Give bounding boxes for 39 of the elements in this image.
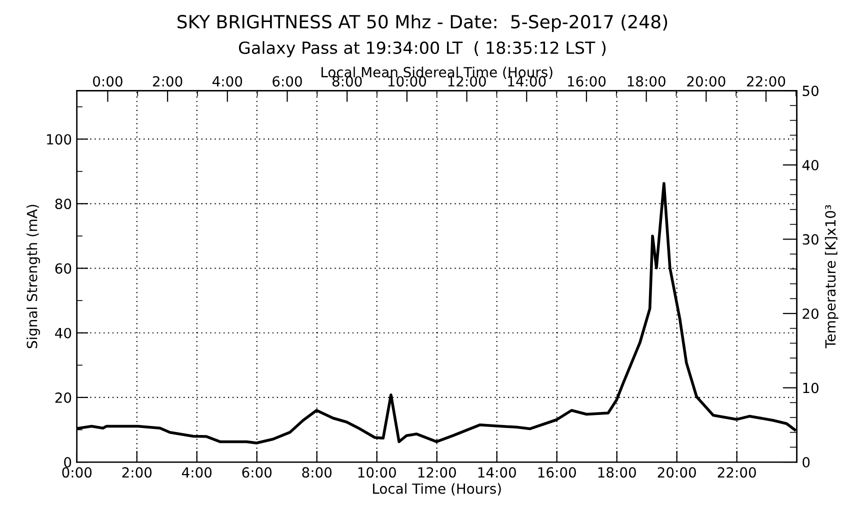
x2-tick-label: 6:00	[272, 76, 302, 87]
x-tick-label: 10:00	[358, 467, 396, 478]
x2-tick-label: 16:00	[568, 76, 606, 87]
x-tick-label: 6:00	[242, 467, 272, 478]
y-tick-label: 40	[55, 328, 72, 338]
x2-tick-label: 0:00	[93, 76, 122, 87]
y-tick-label: 60	[55, 263, 72, 274]
x-tick-label: 20:00	[658, 467, 696, 478]
y-tick-label: 0	[64, 457, 72, 468]
x-tick-label: 22:00	[718, 467, 756, 478]
x2-tick-label: 12:00	[448, 76, 486, 87]
x2-tick-label: 2:00	[152, 76, 182, 87]
y-tick-label: 20	[55, 392, 72, 403]
x2-tick-label: 18:00	[628, 76, 666, 87]
y-tick-label: 100	[47, 134, 72, 145]
y2-axis-title: Temperature [K]x10³	[824, 205, 838, 348]
y-axis-title: Signal Strength (mA)	[26, 204, 40, 348]
x-tick-label: 2:00	[122, 467, 152, 478]
x-tick-label: 12:00	[418, 467, 456, 478]
y2-tick-label: 10	[803, 382, 818, 394]
x2-tick-label: 4:00	[212, 76, 242, 87]
y2-tick-label: 20	[802, 308, 818, 319]
y-tick-label: 80	[55, 198, 72, 210]
x-tick-label: 14:00	[478, 467, 516, 478]
x-tick-label: 0:00	[62, 467, 92, 478]
y2-tick-label: 50	[802, 86, 818, 96]
y2-tick-label: 40	[802, 160, 818, 170]
x-tick-label: 16:00	[538, 467, 576, 478]
x2-tick-label: 20:00	[687, 76, 726, 87]
x-tick-label: 8:00	[302, 467, 332, 478]
x2-tick-label: 10:00	[388, 76, 426, 87]
y2-tick-label: 30	[802, 234, 818, 245]
chart-subtitle: Galaxy Pass at 19:34:00 LT ( 18:35:12 LST )	[238, 41, 606, 58]
y2-tick-label: 0	[802, 457, 810, 468]
x2-tick-label: 22:00	[747, 76, 786, 87]
x-tick-label: 4:00	[182, 467, 212, 478]
x-tick-label: 18:00	[598, 467, 636, 478]
chart-title: SKY BRIGHTNESS AT 50 Mhz - Date: 5-Sep-2017 (248)	[178, 14, 668, 32]
x-axis-title: Local Time (Hours)	[373, 483, 501, 496]
